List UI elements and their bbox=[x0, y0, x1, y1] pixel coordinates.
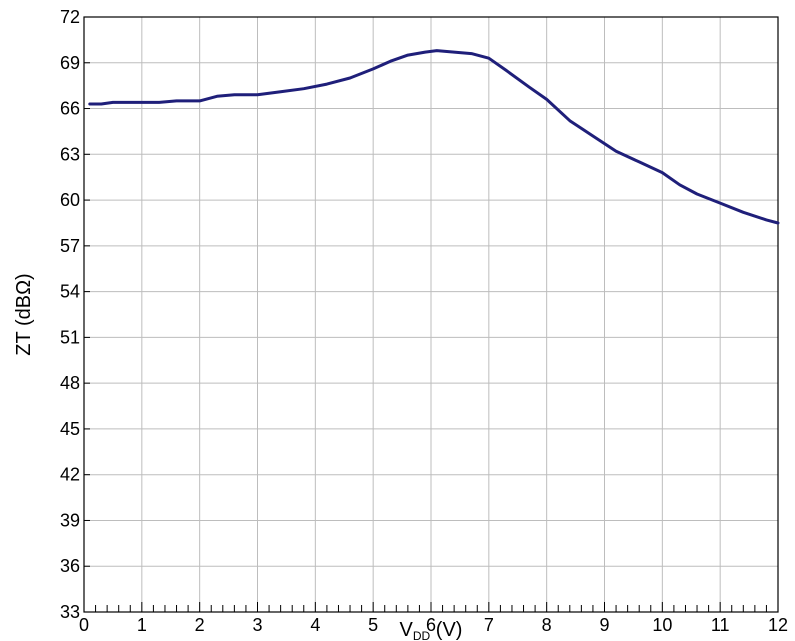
x-minor-ticks bbox=[83, 16, 779, 613]
x-tick-label: 3 bbox=[252, 615, 262, 635]
x-tick-label: 2 bbox=[195, 615, 205, 635]
y-tick-label: 57 bbox=[60, 236, 80, 256]
x-tick-label: 8 bbox=[542, 615, 552, 635]
series-points bbox=[90, 50, 778, 223]
x-tick-label: 11 bbox=[711, 615, 730, 635]
x-axis-label-subscript: DD bbox=[413, 629, 431, 641]
y-tick-label: 33 bbox=[60, 602, 80, 622]
y-tick-label: 51 bbox=[60, 327, 80, 347]
series-line bbox=[88, 49, 780, 225]
x-tick-label: 0 bbox=[79, 615, 89, 635]
x-tick-labels: 0 1 2 3 4 5 6 7 8 9 10 11 12 bbox=[79, 615, 788, 635]
y-tick-label: 69 bbox=[60, 53, 80, 73]
y-tick-label: 36 bbox=[60, 556, 80, 576]
x-tick-label: 5 bbox=[368, 615, 378, 635]
y-tick-label: 60 bbox=[60, 190, 80, 210]
y-tick-label: 42 bbox=[60, 465, 80, 485]
x-axis-label-unit: (V) bbox=[430, 619, 462, 641]
x-axis-label: VDD (V) bbox=[400, 619, 463, 641]
y-tick-label: 66 bbox=[60, 99, 80, 119]
y-tick-label: 48 bbox=[60, 373, 80, 393]
x-tick-label: 1 bbox=[137, 615, 147, 635]
x-tick-label: 10 bbox=[652, 615, 672, 635]
y-tick-label: 63 bbox=[60, 144, 80, 164]
grid bbox=[83, 16, 779, 613]
x-tick-label: 12 bbox=[768, 615, 788, 635]
x-tick-label: 9 bbox=[599, 615, 609, 635]
y-tick-label: 45 bbox=[60, 419, 80, 439]
x-tick-label: 4 bbox=[310, 615, 320, 635]
y-tick-label: 72 bbox=[60, 7, 80, 27]
y-tick-label: 54 bbox=[60, 282, 80, 302]
x-tick-label: 7 bbox=[484, 615, 494, 635]
y-axis-label: ZT (dBΩ) bbox=[13, 273, 35, 355]
x-axis-label-main: V bbox=[400, 619, 414, 641]
y-tick-labels: 33 36 39 42 45 48 51 54 57 60 63 66 69 72 bbox=[60, 7, 80, 622]
y-tick-label: 39 bbox=[60, 510, 80, 530]
x-tick-label: 6 bbox=[426, 615, 436, 635]
